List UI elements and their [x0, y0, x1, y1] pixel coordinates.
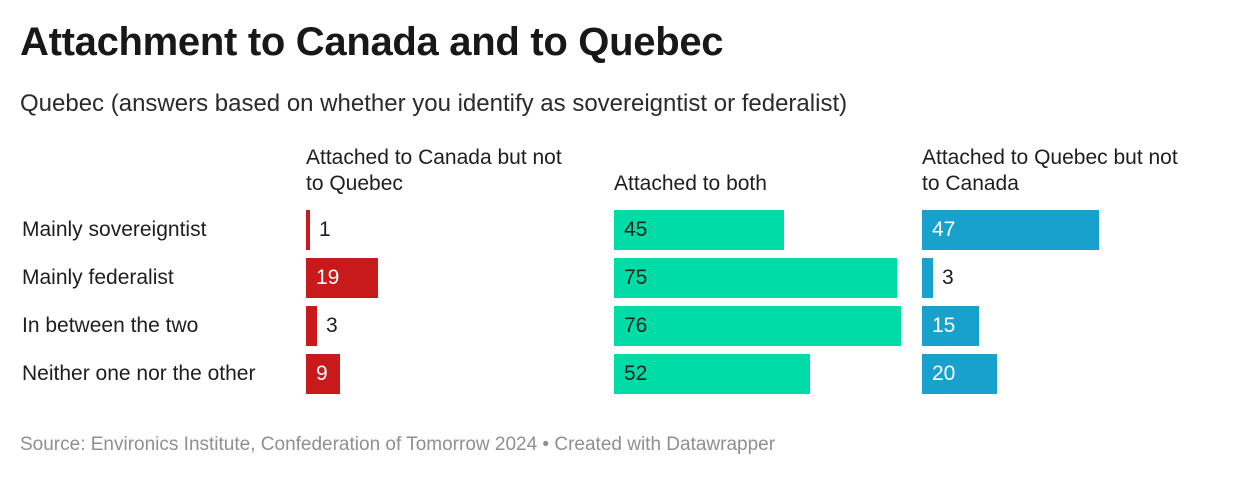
column-header-attached-to-quebec-but-not-to-canada: Attached to Quebec but not to Canada	[922, 146, 1178, 195]
value-label-attached-to-quebec-but-not-to-canada-in-between-the-two: 15	[932, 314, 956, 337]
bar-attached-to-canada-but-not-to-quebec-neither-one-nor-the-other	[306, 354, 340, 394]
value-label-attached-to-canada-but-not-to-quebec-mainly-federalist: 19	[316, 266, 340, 289]
source-note: Source: Environics Institute, Confederat…	[20, 434, 776, 455]
bar-attached-to-both-in-between-the-two	[614, 306, 901, 346]
chart-subtitle: Quebec (answers based on whether you ide…	[20, 90, 848, 117]
row-label-in-between-the-two: In between the two	[22, 314, 199, 337]
value-label-attached-to-both-mainly-sovereigntist: 45	[624, 218, 648, 241]
value-label-attached-to-canada-but-not-to-quebec-neither-one-nor-the-other: 9	[316, 362, 328, 385]
value-label-attached-to-canada-but-not-to-quebec-in-between-the-two: 3	[326, 314, 338, 337]
row-label-mainly-sovereigntist: Mainly sovereigntist	[22, 218, 207, 241]
value-label-attached-to-both-neither-one-nor-the-other: 52	[624, 362, 648, 385]
bar-attached-to-canada-but-not-to-quebec-in-between-the-two	[306, 306, 317, 346]
row-label-neither-one-nor-the-other: Neither one nor the other	[22, 362, 256, 385]
bar-attached-to-canada-but-not-to-quebec-mainly-federalist	[306, 258, 378, 298]
value-label-attached-to-canada-but-not-to-quebec-mainly-sovereigntist: 1	[319, 218, 331, 241]
column-header-attached-to-both: Attached to both	[614, 172, 767, 195]
value-label-attached-to-both-mainly-federalist: 75	[624, 266, 648, 289]
row-label-mainly-federalist: Mainly federalist	[22, 266, 174, 289]
bar-attached-to-quebec-but-not-to-canada-neither-one-nor-the-other	[922, 354, 997, 394]
bar-attached-to-quebec-but-not-to-canada-mainly-federalist	[922, 258, 933, 298]
value-label-attached-to-quebec-but-not-to-canada-neither-one-nor-the-other: 20	[932, 362, 956, 385]
bar-attached-to-quebec-but-not-to-canada-mainly-sovereigntist	[922, 210, 1099, 250]
bar-attached-to-both-mainly-sovereigntist	[614, 210, 784, 250]
bar-attached-to-both-neither-one-nor-the-other	[614, 354, 810, 394]
bar-attached-to-quebec-but-not-to-canada-in-between-the-two	[922, 306, 979, 346]
value-label-attached-to-quebec-but-not-to-canada-mainly-federalist: 3	[942, 266, 954, 289]
bar-attached-to-both-mainly-federalist	[614, 258, 897, 298]
column-header-attached-to-canada-but-not-to-quebec: Attached to Canada but not to Quebec	[306, 146, 562, 195]
bar-attached-to-canada-but-not-to-quebec-mainly-sovereigntist	[306, 210, 310, 250]
value-label-attached-to-quebec-but-not-to-canada-mainly-sovereigntist: 47	[932, 218, 956, 241]
value-label-attached-to-both-in-between-the-two: 76	[624, 314, 648, 337]
chart-title: Attachment to Canada and to Quebec	[20, 20, 724, 64]
